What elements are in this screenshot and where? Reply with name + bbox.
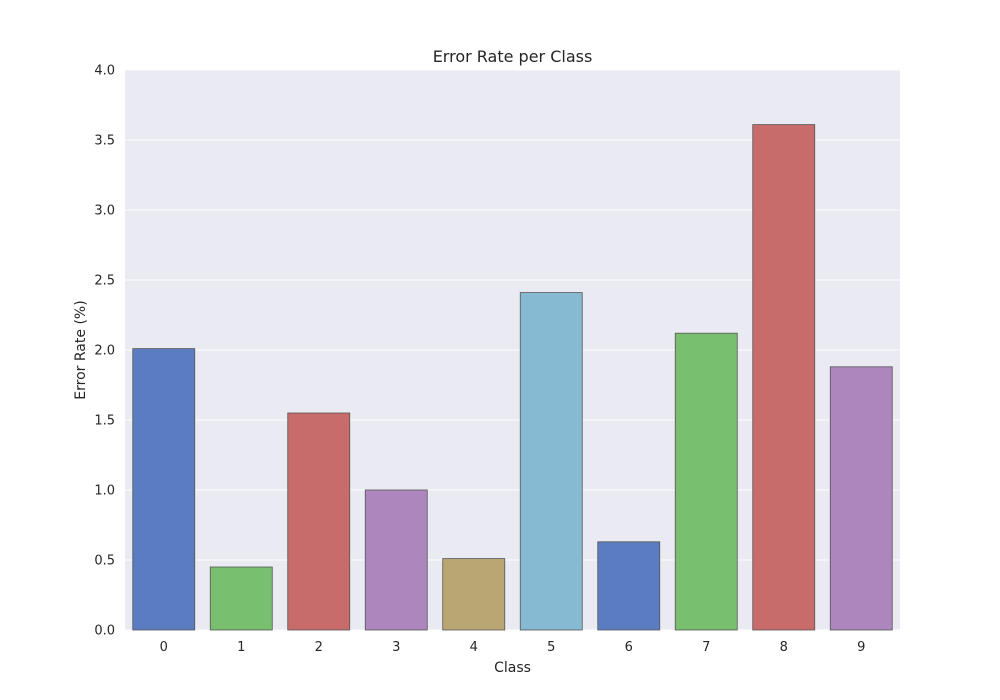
y-tick-label: 4.0 — [94, 64, 115, 79]
x-tick-label: 2 — [315, 640, 323, 655]
y-tick-label: 3.5 — [94, 134, 115, 149]
bar-class-4 — [442, 558, 506, 631]
x-tick-label: 5 — [547, 640, 555, 655]
bars — [132, 124, 893, 631]
x-tick-label: 1 — [237, 640, 245, 655]
x-tick-label: 3 — [392, 640, 400, 655]
x-tick-label: 7 — [702, 640, 710, 655]
x-tick-label: 8 — [780, 640, 788, 655]
y-tick-label: 1.0 — [94, 484, 115, 499]
bar-class-3 — [364, 489, 428, 631]
y-tick-label: 2.5 — [94, 274, 115, 289]
bar-class-9 — [829, 366, 893, 631]
y-tick-label: 3.0 — [94, 204, 115, 219]
x-tick-label: 0 — [160, 640, 168, 655]
y-axis-label: Error Rate (%) — [73, 300, 89, 399]
y-tick-label: 0.0 — [94, 624, 115, 639]
y-tick-label: 0.5 — [94, 554, 115, 569]
x-axis-label: Class — [494, 660, 531, 676]
x-tick-label: 6 — [625, 640, 633, 655]
x-tick-labels: 0 1 2 3 4 5 6 7 8 9 — [160, 640, 866, 655]
chart-title: Error Rate per Class — [433, 47, 593, 66]
y-tick-labels: 0.0 0.5 1.0 1.5 2.0 2.5 3.0 3.5 4.0 — [94, 64, 115, 639]
bar-class-6 — [597, 541, 661, 631]
bar-class-2 — [287, 412, 351, 631]
y-tick-label: 1.5 — [94, 414, 115, 429]
bar-class-7 — [674, 332, 738, 631]
bar-class-1 — [209, 566, 273, 631]
x-tick-label: 9 — [857, 640, 865, 655]
x-tick-label: 4 — [470, 640, 478, 655]
y-tick-label: 2.0 — [94, 344, 115, 359]
bar-class-5 — [519, 292, 583, 631]
bar-class-0 — [132, 348, 196, 631]
bar-class-8 — [752, 124, 816, 631]
